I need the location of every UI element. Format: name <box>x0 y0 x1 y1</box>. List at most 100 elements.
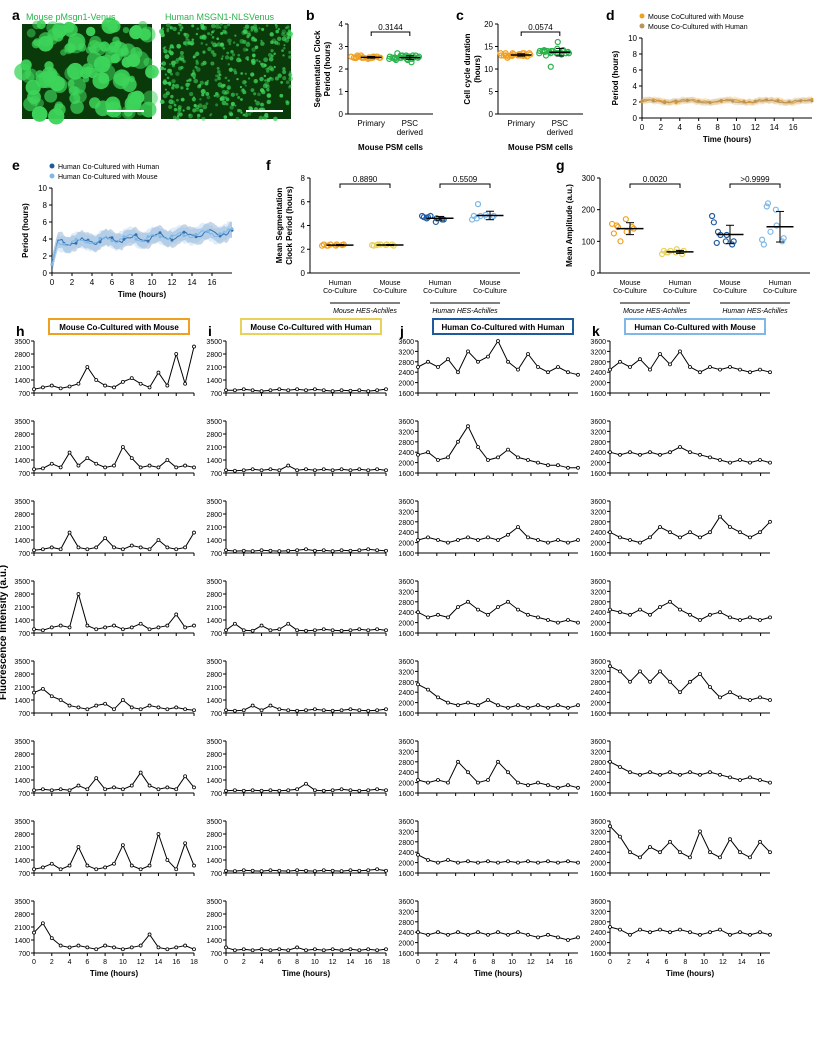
svg-text:3600: 3600 <box>590 579 606 586</box>
svg-text:1600: 1600 <box>590 711 606 718</box>
svg-text:Human Co-Cultured with Human: Human Co-Cultured with Human <box>58 164 159 171</box>
svg-text:6: 6 <box>633 66 638 75</box>
svg-text:2: 2 <box>633 98 638 107</box>
svg-text:0.3144: 0.3144 <box>378 23 403 32</box>
svg-text:1400: 1400 <box>206 778 222 785</box>
svg-text:1400: 1400 <box>14 938 30 945</box>
svg-text:8: 8 <box>683 959 687 966</box>
svg-text:2: 2 <box>301 245 306 254</box>
svg-text:f: f <box>266 157 271 173</box>
svg-text:Time (hours): Time (hours) <box>282 969 331 978</box>
svg-text:2800: 2800 <box>14 432 30 439</box>
svg-text:1: 1 <box>339 88 344 97</box>
svg-text:16: 16 <box>565 959 573 966</box>
svg-text:12: 12 <box>719 959 727 966</box>
svg-text:12: 12 <box>168 278 177 287</box>
svg-text:Mouse CoCultured with Mouse: Mouse CoCultured with Mouse <box>648 14 744 21</box>
svg-text:Time (hours): Time (hours) <box>474 969 523 978</box>
svg-text:10: 10 <box>700 959 708 966</box>
svg-text:2000: 2000 <box>398 861 414 868</box>
svg-text:3500: 3500 <box>14 739 30 746</box>
svg-text:14: 14 <box>546 959 554 966</box>
svg-text:2400: 2400 <box>590 530 606 537</box>
svg-text:2000: 2000 <box>590 381 606 388</box>
svg-text:3200: 3200 <box>398 669 414 676</box>
svg-text:1600: 1600 <box>398 791 414 798</box>
svg-text:2400: 2400 <box>590 610 606 617</box>
svg-text:2100: 2100 <box>14 525 30 532</box>
svg-text:1400: 1400 <box>206 858 222 865</box>
svg-text:3200: 3200 <box>590 669 606 676</box>
svg-text:1400: 1400 <box>206 698 222 705</box>
svg-text:2000: 2000 <box>398 461 414 468</box>
svg-text:2000: 2000 <box>398 381 414 388</box>
svg-text:2000: 2000 <box>398 701 414 708</box>
svg-text:Human Co-Cultured with Mouse: Human Co-Cultured with Mouse <box>634 323 756 332</box>
svg-text:1600: 1600 <box>398 471 414 478</box>
svg-text:2: 2 <box>627 959 631 966</box>
svg-text:Primary: Primary <box>507 119 535 128</box>
svg-text:2100: 2100 <box>14 685 30 692</box>
svg-text:3200: 3200 <box>398 509 414 516</box>
svg-text:2800: 2800 <box>590 520 606 527</box>
svg-text:2800: 2800 <box>206 752 222 759</box>
svg-text:2800: 2800 <box>398 360 414 367</box>
svg-text:h: h <box>16 323 25 339</box>
svg-text:15: 15 <box>484 43 493 52</box>
svg-text:3500: 3500 <box>206 579 222 586</box>
svg-text:g: g <box>556 157 565 173</box>
svg-text:6: 6 <box>43 218 48 227</box>
svg-text:2400: 2400 <box>398 770 414 777</box>
svg-text:0: 0 <box>43 269 48 278</box>
svg-text:700: 700 <box>18 391 30 398</box>
svg-text:3500: 3500 <box>14 899 30 906</box>
svg-text:HumanCo-Culture: HumanCo-Culture <box>763 280 797 295</box>
svg-text:18: 18 <box>382 959 390 966</box>
svg-text:c: c <box>456 7 464 23</box>
svg-text:16: 16 <box>208 278 217 287</box>
svg-text:10: 10 <box>119 959 127 966</box>
svg-text:3200: 3200 <box>590 829 606 836</box>
svg-text:2: 2 <box>659 123 664 132</box>
svg-text:5: 5 <box>489 88 494 97</box>
svg-text:3500: 3500 <box>14 339 30 346</box>
svg-text:2800: 2800 <box>398 840 414 847</box>
svg-text:2000: 2000 <box>590 941 606 948</box>
svg-text:3200: 3200 <box>398 829 414 836</box>
svg-text:12: 12 <box>329 959 337 966</box>
svg-text:Time (hours): Time (hours) <box>90 969 139 978</box>
svg-text:3200: 3200 <box>398 909 414 916</box>
svg-text:2800: 2800 <box>206 672 222 679</box>
svg-text:2100: 2100 <box>206 925 222 932</box>
svg-text:3600: 3600 <box>590 419 606 426</box>
svg-text:16: 16 <box>757 959 765 966</box>
svg-text:1400: 1400 <box>14 858 30 865</box>
svg-text:2000: 2000 <box>590 781 606 788</box>
svg-text:2000: 2000 <box>590 861 606 868</box>
svg-text:2800: 2800 <box>590 600 606 607</box>
svg-text:2000: 2000 <box>590 621 606 628</box>
svg-text:10: 10 <box>732 123 741 132</box>
svg-text:1400: 1400 <box>14 698 30 705</box>
svg-text:3500: 3500 <box>206 659 222 666</box>
svg-text:3600: 3600 <box>398 419 414 426</box>
svg-text:4: 4 <box>90 278 95 287</box>
svg-text:2800: 2800 <box>398 520 414 527</box>
svg-text:Human Co-Cultured with Mouse: Human Co-Cultured with Mouse <box>58 174 158 181</box>
svg-text:MouseCo-Culture: MouseCo-Culture <box>473 280 507 295</box>
svg-text:2000: 2000 <box>398 941 414 948</box>
svg-text:3500: 3500 <box>206 339 222 346</box>
svg-text:3600: 3600 <box>590 499 606 506</box>
svg-text:3200: 3200 <box>590 749 606 756</box>
svg-text:700: 700 <box>18 551 30 558</box>
svg-text:0: 0 <box>640 123 645 132</box>
svg-text:0: 0 <box>591 269 596 278</box>
svg-text:300: 300 <box>582 174 596 183</box>
svg-text:Time (hours): Time (hours) <box>666 969 715 978</box>
svg-text:k: k <box>592 323 600 339</box>
svg-text:10: 10 <box>38 184 47 193</box>
svg-text:6: 6 <box>473 959 477 966</box>
svg-text:2800: 2800 <box>398 600 414 607</box>
svg-text:HumanCo-Culture: HumanCo-Culture <box>423 280 457 295</box>
svg-text:8: 8 <box>295 959 299 966</box>
